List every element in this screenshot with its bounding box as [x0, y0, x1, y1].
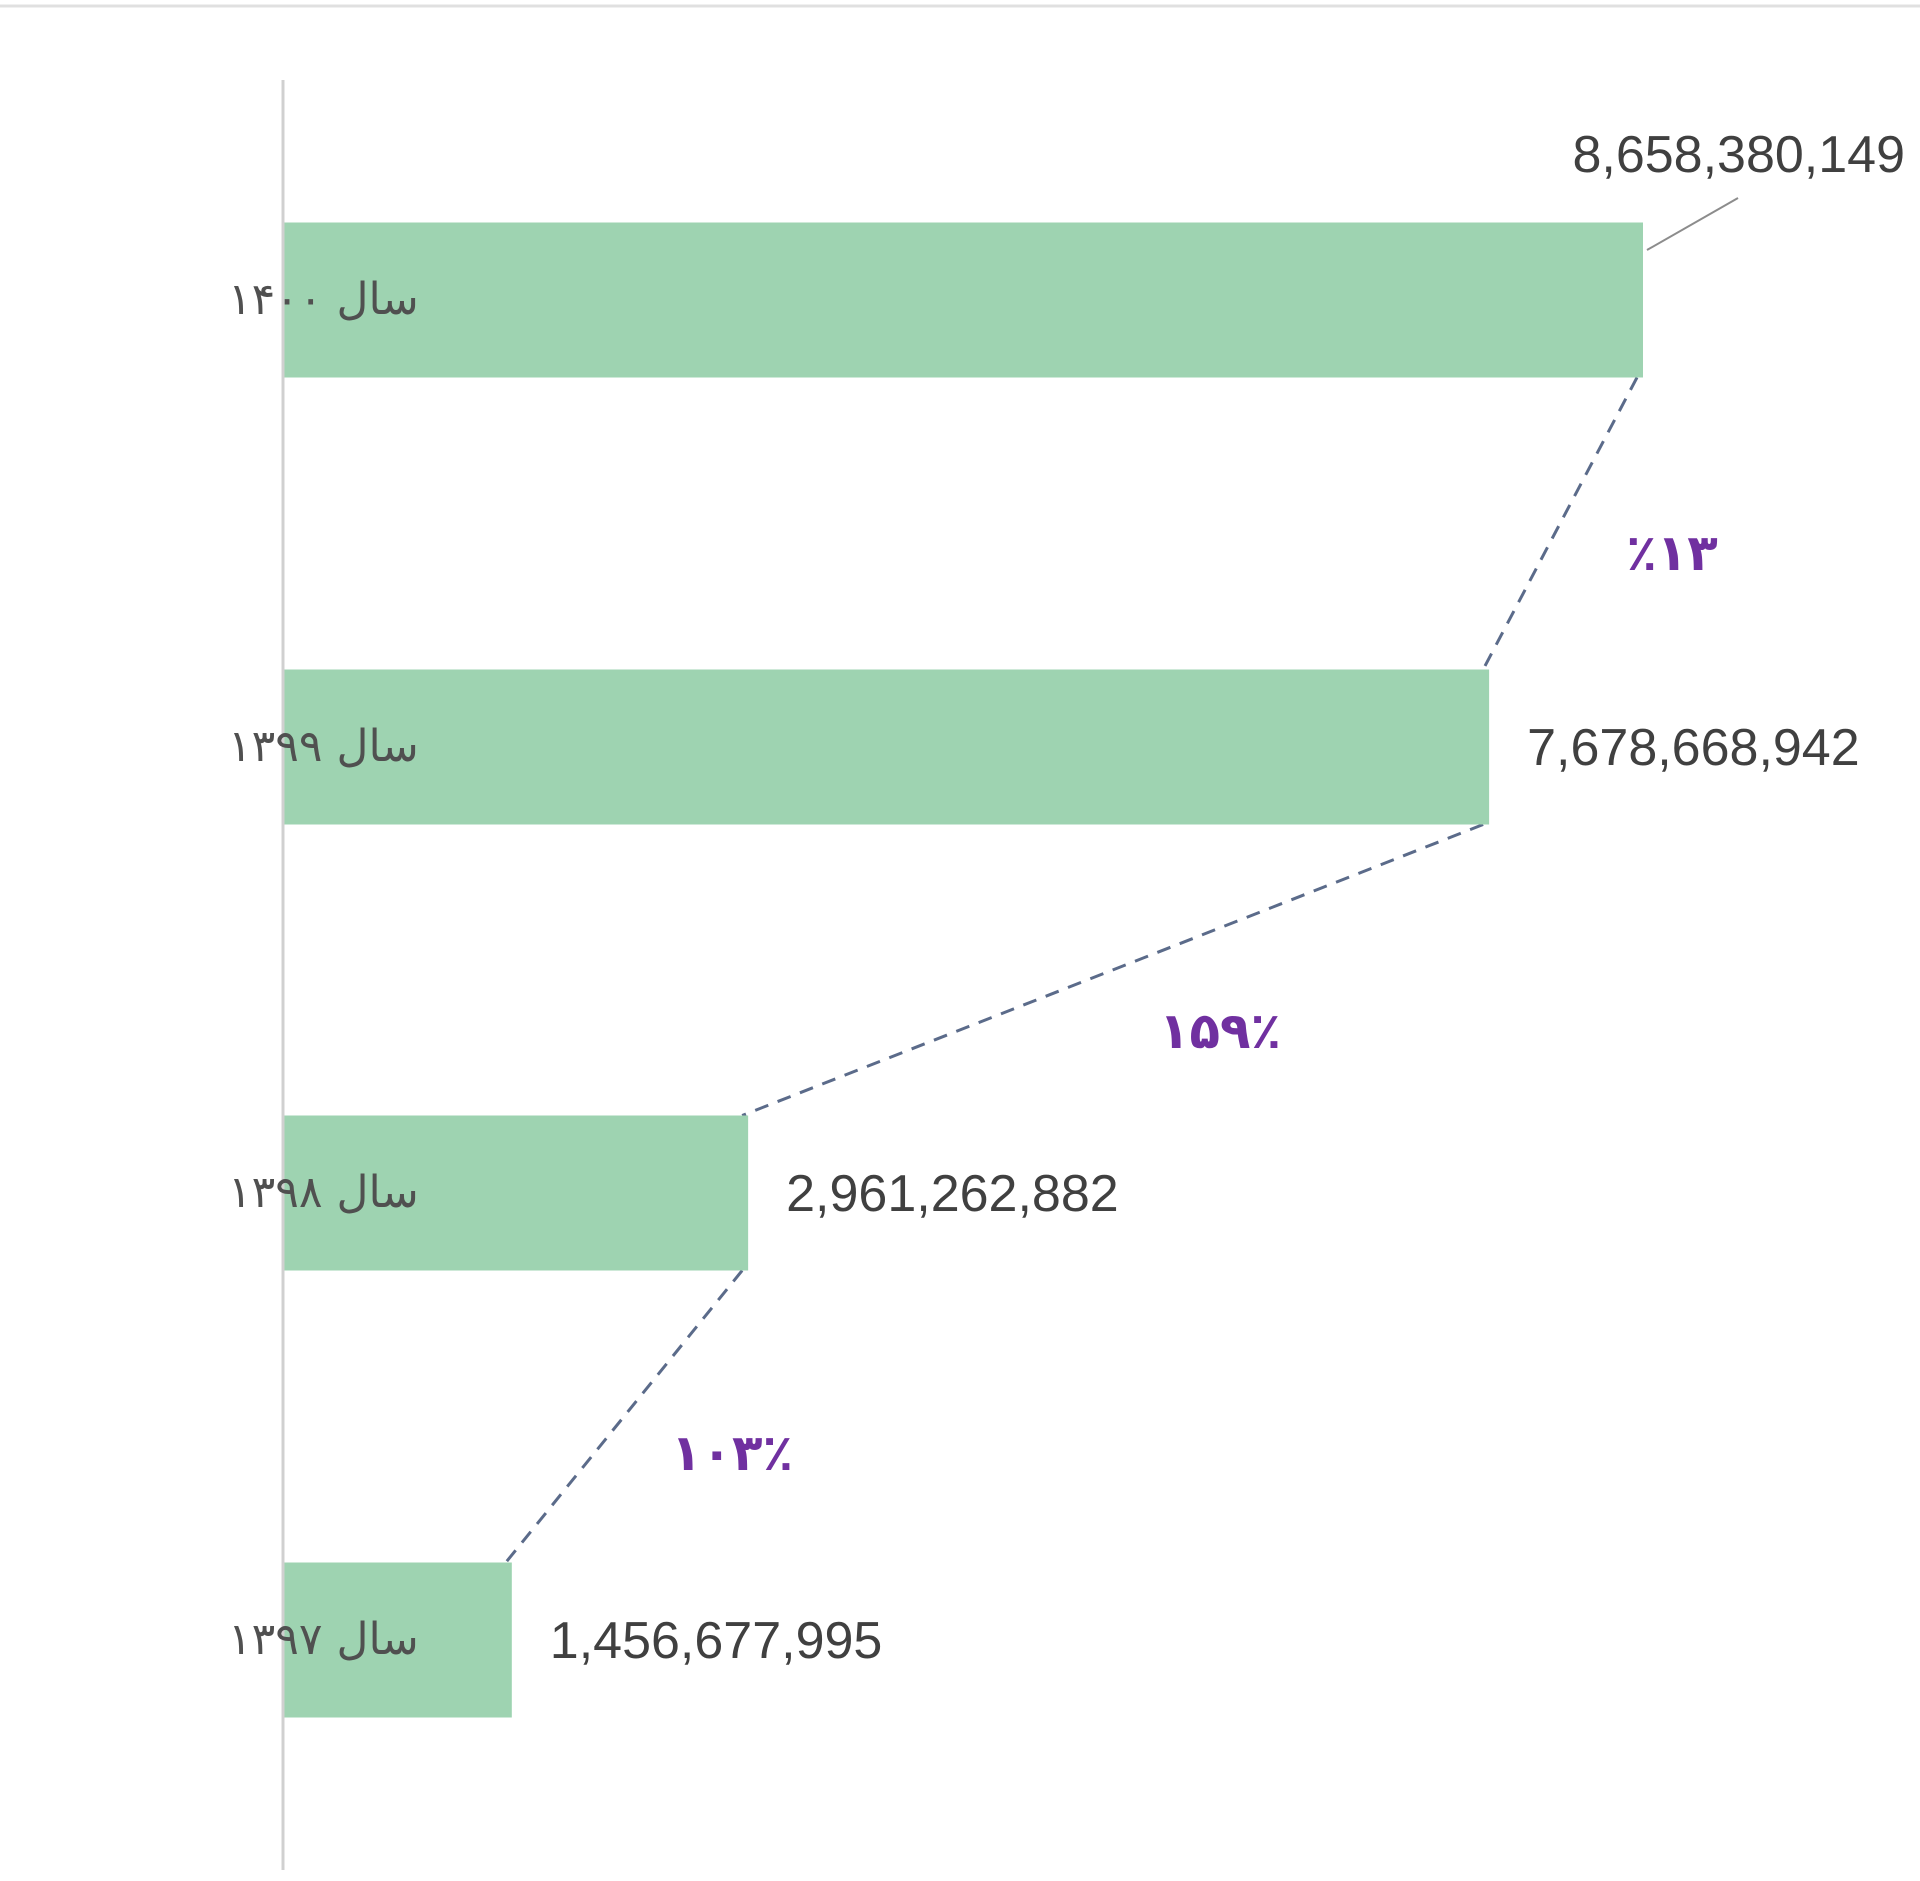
growth-connector: [741, 823, 1484, 1117]
category-label: سال ۱۳۹۹: [228, 721, 419, 772]
value-label: 1,456,677,995: [550, 1612, 883, 1670]
bar: [283, 669, 1490, 825]
category-label: سال ۱۳۹۷: [228, 1614, 419, 1665]
growth-connector: [1481, 376, 1639, 671]
growth-label: ۱۰۳٪: [671, 1424, 793, 1482]
value-label: 7,678,668,942: [1527, 719, 1860, 777]
value-label: 8,658,380,149: [1572, 126, 1905, 184]
growth-label: ٪۱۳: [1626, 524, 1718, 582]
bar: [283, 1115, 749, 1271]
bar: [283, 222, 1643, 378]
leader-line: [1646, 197, 1739, 251]
category-label: سال ۱۳۹۸: [228, 1167, 419, 1218]
growth-connector: [504, 1269, 744, 1564]
growth-label: ۱۵۹٪: [1159, 1002, 1281, 1060]
value-label: 2,961,262,882: [786, 1165, 1119, 1223]
category-label: سال ۱۴۰۰: [228, 274, 419, 325]
bar: [283, 1562, 512, 1718]
